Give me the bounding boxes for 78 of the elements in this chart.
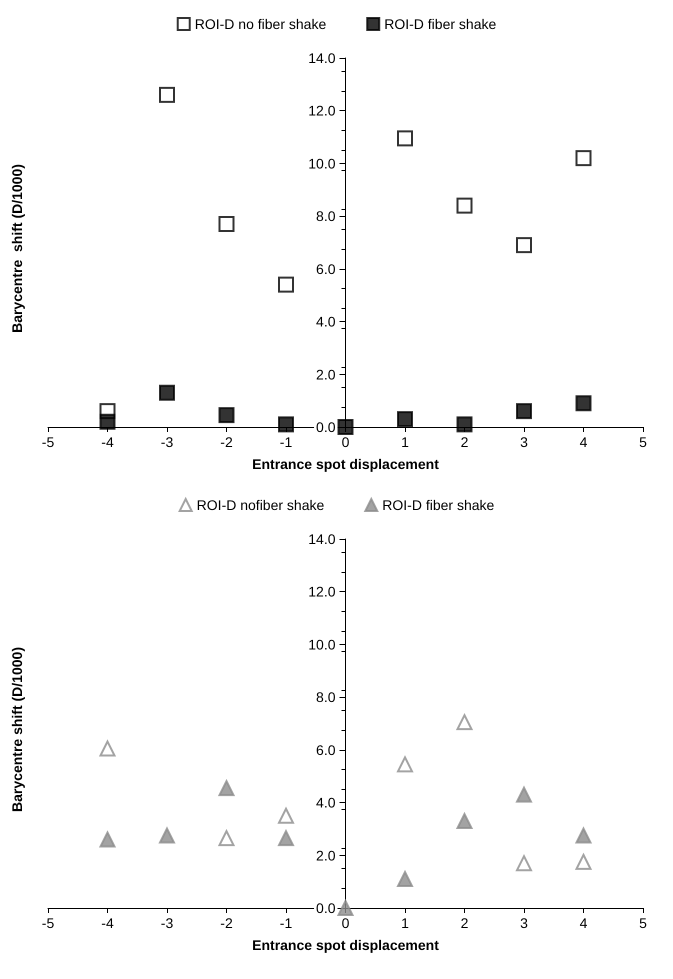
point [516, 237, 532, 254]
x-tick-label: 2 [460, 915, 469, 931]
legend-label: ROI-D nofiber shake [196, 497, 324, 513]
point [278, 416, 294, 432]
point [576, 395, 592, 412]
point [456, 198, 472, 214]
x-tick-label: 3 [520, 915, 528, 931]
y-tick-label: 6.0 [316, 260, 336, 277]
x-tick-label: -3 [160, 915, 174, 931]
x-tick-label: -1 [280, 434, 292, 450]
point [100, 740, 116, 757]
point [159, 828, 175, 844]
point [218, 830, 234, 846]
y-tick-label: 2.0 [316, 847, 336, 864]
y-tick-label: 10.0 [308, 155, 336, 172]
y-tick-label: 0.0 [316, 900, 336, 916]
y-tick-label: 0.0 [316, 419, 336, 435]
point [397, 756, 413, 772]
point [218, 780, 234, 796]
x-axis-title: Entrance spot displacement [252, 456, 440, 472]
point [100, 414, 116, 430]
x-axis-title: Entrance spot displacement [252, 937, 440, 953]
x-tick-label: 2 [460, 434, 469, 450]
point [456, 714, 472, 730]
y-tick-label: 4.0 [316, 794, 336, 811]
point [159, 384, 175, 401]
point [576, 150, 592, 166]
x-tick-label: 5 [639, 915, 648, 931]
point [218, 407, 234, 424]
y-tick-label: 2.0 [316, 366, 336, 382]
x-tick-label: 1 [401, 434, 410, 450]
x-tick-label: 0 [342, 915, 350, 931]
x-tick-label: 1 [401, 915, 410, 931]
point [397, 411, 413, 428]
legend-label: ROI-D fiber shake [384, 16, 496, 32]
x-tick-label: 4 [580, 434, 588, 450]
x-tick-label: -2 [220, 434, 233, 450]
x-tick-label: -1 [280, 915, 292, 931]
x-tick-label: -3 [160, 434, 174, 450]
x-tick-label: 4 [580, 915, 588, 931]
point [397, 130, 413, 146]
x-tick-label: 5 [639, 434, 648, 450]
y-tick-label: 14.0 [308, 50, 336, 66]
point [576, 828, 592, 844]
y-axis-title: Barycentre shift (D/1000) [9, 647, 25, 812]
point [100, 831, 116, 848]
y-tick-label: 6.0 [316, 742, 336, 758]
x-tick-label: -5 [42, 434, 54, 450]
point [159, 86, 175, 103]
legend-label: ROI-D fiber shake [382, 497, 495, 513]
point [576, 854, 592, 870]
point [278, 808, 294, 824]
point [516, 855, 532, 872]
y-tick-label: 4.0 [316, 314, 336, 330]
x-tick-label: -4 [101, 434, 114, 450]
x-tick-label: -5 [42, 915, 54, 931]
y-tick-label: 12.0 [308, 102, 336, 119]
point [278, 276, 294, 293]
point [456, 416, 472, 432]
legend-label: ROI-D no fiber shake [194, 16, 326, 32]
point [456, 813, 472, 830]
y-tick-label: 8.0 [316, 208, 336, 224]
y-axis-title: Barycentre shift (D/1000) [9, 164, 25, 333]
x-tick-label: -4 [101, 915, 114, 931]
point [516, 403, 532, 420]
point [516, 786, 532, 803]
x-tick-label: 0 [342, 434, 350, 450]
point [338, 900, 354, 916]
y-tick-label: 8.0 [316, 689, 336, 706]
y-tick-label: 10.0 [308, 636, 336, 652]
point [278, 830, 294, 846]
point [397, 871, 413, 888]
y-tick-label: 12.0 [308, 584, 336, 600]
point [218, 216, 234, 232]
x-tick-label: 3 [520, 434, 528, 450]
point [338, 419, 354, 435]
x-tick-label: -2 [220, 915, 233, 931]
y-tick-label: 14.0 [308, 531, 336, 547]
